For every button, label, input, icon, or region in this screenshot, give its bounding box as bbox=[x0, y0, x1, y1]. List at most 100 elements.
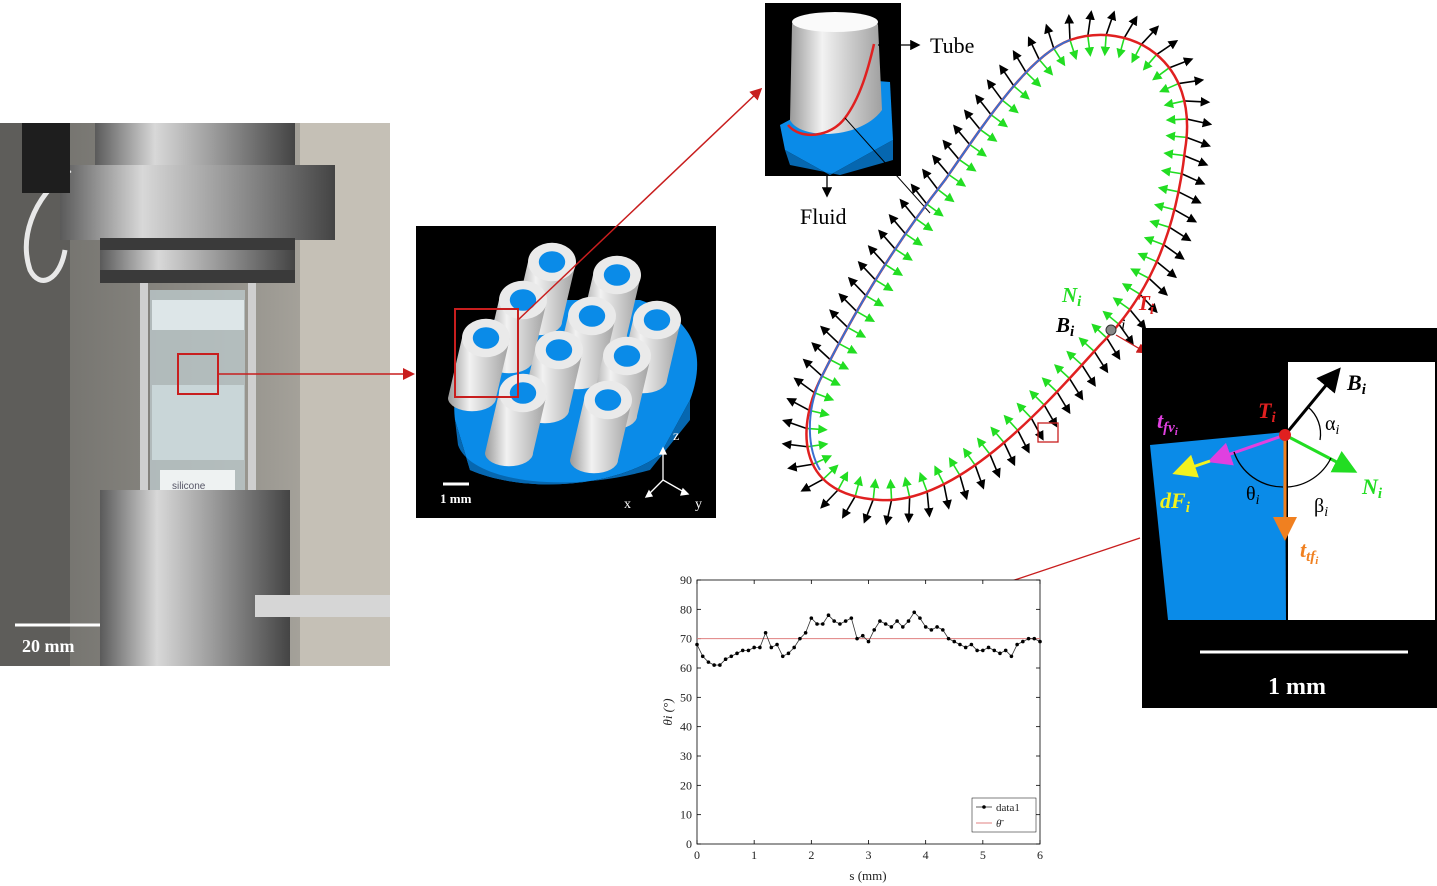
binormal-vector bbox=[1139, 293, 1158, 314]
y-tick-label: 70 bbox=[680, 632, 692, 646]
beta-label: βi bbox=[1314, 495, 1328, 520]
binormal-vector bbox=[1163, 244, 1185, 260]
axes-triad bbox=[644, 446, 690, 498]
binormal-vector bbox=[1186, 117, 1213, 128]
legend-mean: θ̄ bbox=[996, 818, 1004, 830]
data1-point bbox=[695, 642, 699, 647]
data1-point bbox=[935, 625, 939, 629]
tube-highlight bbox=[454, 308, 519, 398]
normal-vector bbox=[1160, 167, 1182, 177]
normal-vector bbox=[1142, 54, 1158, 71]
binormal-vector bbox=[1105, 10, 1117, 36]
data1-point bbox=[712, 663, 716, 667]
tube-10 bbox=[570, 380, 632, 474]
data1-point bbox=[849, 616, 854, 620]
dF-label: dFi bbox=[1160, 488, 1191, 516]
normal-vector bbox=[1078, 337, 1095, 352]
data1-point bbox=[1015, 642, 1019, 647]
normal-vector bbox=[884, 263, 904, 276]
alpha-label: αi bbox=[1325, 413, 1339, 438]
binormal-vector bbox=[1106, 337, 1121, 361]
normal-vector bbox=[937, 188, 955, 203]
x-tick-label: 5 bbox=[980, 848, 986, 862]
binormal-vector bbox=[1156, 261, 1177, 279]
data1-point bbox=[906, 619, 911, 623]
normal-vector bbox=[822, 464, 839, 480]
ttf-label: ttfi bbox=[1300, 537, 1319, 567]
zoom-B-label: Bi bbox=[1346, 370, 1367, 398]
normal-vector bbox=[1066, 350, 1083, 366]
data1-point bbox=[746, 648, 751, 653]
normal-vector bbox=[1068, 39, 1079, 61]
chart-ylabel: θi (°) bbox=[660, 698, 675, 725]
y-tick-label: 60 bbox=[680, 661, 692, 675]
binormal-vector bbox=[888, 214, 907, 235]
sample-label: silicone bbox=[172, 481, 206, 492]
normal-vector bbox=[1157, 184, 1179, 195]
data1-point bbox=[992, 648, 997, 653]
binormal-vector bbox=[974, 464, 986, 490]
y-tick-label: 0 bbox=[686, 837, 692, 851]
binormal-vector bbox=[1118, 323, 1134, 346]
data1-point bbox=[1003, 648, 1008, 653]
arrow-array-to-inset bbox=[517, 87, 763, 321]
point-i-label: i bbox=[1121, 317, 1125, 334]
data1-point bbox=[855, 636, 859, 641]
zoom-N-label: Ni bbox=[1361, 474, 1383, 502]
binormal-vector bbox=[1178, 76, 1205, 86]
contact-zoom-panel bbox=[1142, 328, 1437, 708]
y-tick-label: 40 bbox=[680, 720, 692, 734]
data1-point bbox=[986, 645, 991, 650]
binormal-vector bbox=[931, 154, 950, 176]
point-i-marker bbox=[1105, 324, 1117, 336]
binormal-vector bbox=[975, 94, 992, 116]
data1-point bbox=[901, 625, 905, 629]
normal-vector bbox=[837, 471, 849, 491]
data1-point bbox=[740, 648, 745, 653]
normal-vector bbox=[814, 392, 835, 402]
axis-z-label: z bbox=[673, 429, 679, 444]
binormal-vector bbox=[1168, 57, 1194, 69]
normal-vector bbox=[821, 375, 841, 386]
data1-point bbox=[758, 645, 762, 650]
binormal-vector bbox=[1156, 39, 1179, 56]
binormal-vector bbox=[1123, 15, 1138, 39]
data1-point bbox=[883, 622, 888, 626]
normal-vector bbox=[948, 173, 967, 187]
normal-vector bbox=[1053, 364, 1071, 380]
data1-point bbox=[866, 639, 871, 644]
x-tick-label: 1 bbox=[751, 848, 757, 862]
normal-vector bbox=[875, 279, 894, 292]
binormal-vector bbox=[942, 139, 960, 161]
data1-point bbox=[1009, 654, 1014, 659]
data1-point bbox=[946, 636, 951, 641]
binormal-vector bbox=[1056, 391, 1071, 415]
normal-vector bbox=[1131, 44, 1143, 64]
binormal-vector bbox=[1184, 96, 1211, 107]
binormal-vector bbox=[1064, 14, 1075, 41]
data1-point bbox=[941, 628, 945, 632]
normal-vector bbox=[1016, 402, 1032, 419]
normal-vector bbox=[1001, 99, 1019, 114]
data1-point bbox=[775, 642, 779, 647]
normal-vector bbox=[926, 203, 944, 217]
binormal-vector bbox=[1085, 10, 1095, 36]
binormal-vector bbox=[1181, 173, 1206, 185]
binormal-vector bbox=[1044, 23, 1055, 49]
binormal-vector bbox=[838, 293, 858, 313]
binormal-vector bbox=[862, 499, 874, 524]
binormal-vector bbox=[878, 229, 896, 250]
normal-vector bbox=[829, 359, 850, 370]
data1-point bbox=[792, 645, 796, 650]
data1-point bbox=[860, 633, 865, 638]
data1-point bbox=[998, 651, 1002, 656]
data1-point bbox=[763, 631, 768, 635]
normal-vector bbox=[1084, 35, 1095, 57]
binormal-vector bbox=[867, 245, 886, 265]
binormal-vector bbox=[811, 342, 831, 361]
x-tick-label: 6 bbox=[1037, 848, 1043, 862]
binormal-vector bbox=[1186, 136, 1211, 148]
binormal-vector bbox=[959, 475, 970, 501]
